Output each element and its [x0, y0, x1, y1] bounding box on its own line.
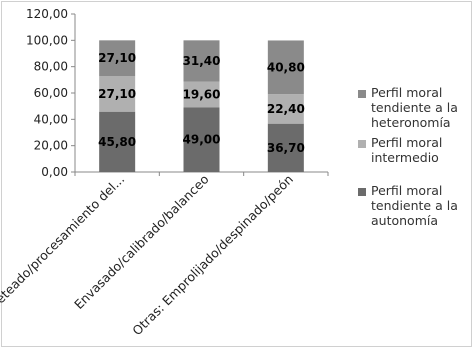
data-label: 27,10: [98, 51, 136, 65]
legend-swatch: [358, 90, 366, 98]
bar-segment: [183, 81, 220, 108]
bar-segment: [267, 94, 304, 124]
bar-segment: [99, 40, 136, 77]
legend-label: autonomía: [371, 213, 438, 228]
data-label: 36,70: [267, 141, 305, 155]
data-label: 45,80: [98, 135, 136, 149]
y-tick-label: 80,00: [34, 60, 68, 74]
y-tick-label: 120,00: [26, 7, 68, 21]
data-label: 31,40: [183, 54, 221, 68]
y-tick-label: 60,00: [34, 86, 68, 100]
bar-segment: [99, 111, 136, 172]
legend-swatch: [358, 140, 366, 148]
y-tick-label: 100,00: [26, 33, 68, 47]
bar-segment: [183, 40, 220, 82]
legend-label: Perfil moral: [371, 85, 442, 100]
category-label: Envasado/calibrado/balanceo: [71, 172, 212, 313]
data-label: 40,80: [267, 60, 305, 74]
category-label: Fileteado/procesamiento del...: [0, 172, 127, 316]
y-tick-label: 20,00: [34, 139, 68, 153]
legend-label: intermedio: [371, 150, 439, 165]
category-label: Otras: Emprolijado/despinado/peón: [129, 172, 296, 339]
bar-segment: [183, 107, 220, 172]
bar-segment: [99, 76, 136, 112]
legend-label: tendiente a la: [371, 100, 458, 115]
data-label: 19,60: [183, 88, 221, 102]
legend-label: heteronomía: [371, 115, 451, 130]
legend-label: Perfil moral: [371, 183, 442, 198]
data-label: 49,00: [183, 133, 221, 147]
bar-segment: [267, 40, 304, 95]
data-label: 22,40: [267, 102, 305, 116]
bar-segment: [267, 123, 304, 172]
y-tick-label: 0,00: [41, 165, 68, 179]
y-tick-label: 40,00: [34, 112, 68, 126]
data-label: 27,10: [98, 87, 136, 101]
legend-label: Perfil moral: [371, 135, 442, 150]
legend-label: tendiente a la: [371, 198, 458, 213]
legend-swatch: [358, 188, 366, 196]
